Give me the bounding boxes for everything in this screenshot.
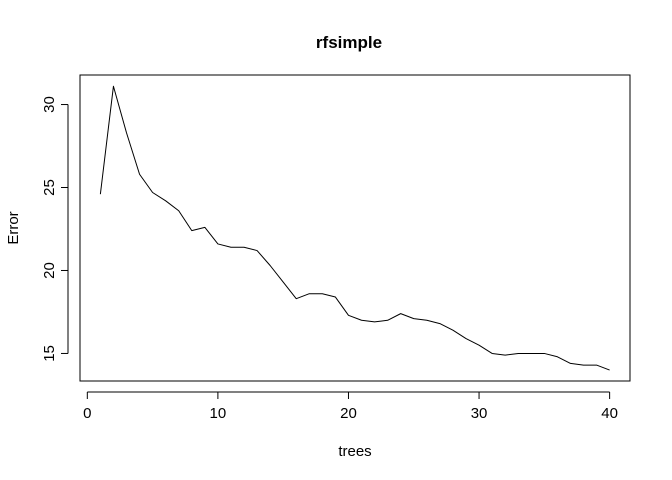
series-group bbox=[99, 85, 610, 371]
y-tick-label: 20 bbox=[41, 262, 58, 279]
chart-title: rfsimple bbox=[316, 33, 382, 52]
y-axis-label: Error bbox=[5, 211, 22, 244]
x-tick-label: 10 bbox=[210, 405, 227, 422]
y-axis: 15 20 25 30 bbox=[41, 96, 69, 362]
plot-frame bbox=[79, 74, 631, 382]
x-axis-label: trees bbox=[338, 443, 371, 460]
x-tick-label: 20 bbox=[340, 405, 357, 422]
y-tick-label: 30 bbox=[41, 96, 58, 113]
series-line bbox=[99, 85, 610, 371]
x-tick-label: 40 bbox=[601, 405, 618, 422]
y-tick-label: 25 bbox=[41, 179, 58, 196]
x-tick-label: 0 bbox=[83, 405, 91, 422]
y-tick-label: 15 bbox=[41, 345, 58, 362]
x-tick-label: 30 bbox=[471, 405, 488, 422]
x-axis: 0 10 20 30 40 bbox=[83, 391, 618, 422]
